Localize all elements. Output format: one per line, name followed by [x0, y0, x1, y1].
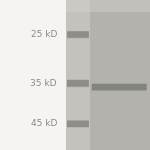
Bar [66, 0, 90, 150]
Text: 25 kD: 25 kD [31, 30, 57, 39]
FancyBboxPatch shape [67, 80, 89, 87]
Text: 35 kD: 35 kD [30, 79, 57, 88]
FancyBboxPatch shape [67, 125, 89, 128]
FancyBboxPatch shape [67, 120, 89, 127]
Bar [90, 0, 150, 150]
FancyBboxPatch shape [67, 84, 89, 88]
Text: 45 kD: 45 kD [31, 119, 57, 128]
FancyBboxPatch shape [67, 31, 89, 38]
FancyBboxPatch shape [92, 84, 147, 90]
FancyBboxPatch shape [92, 88, 147, 91]
Bar [0, 0, 66, 150]
Bar [66, 0, 150, 12]
FancyBboxPatch shape [67, 35, 89, 39]
